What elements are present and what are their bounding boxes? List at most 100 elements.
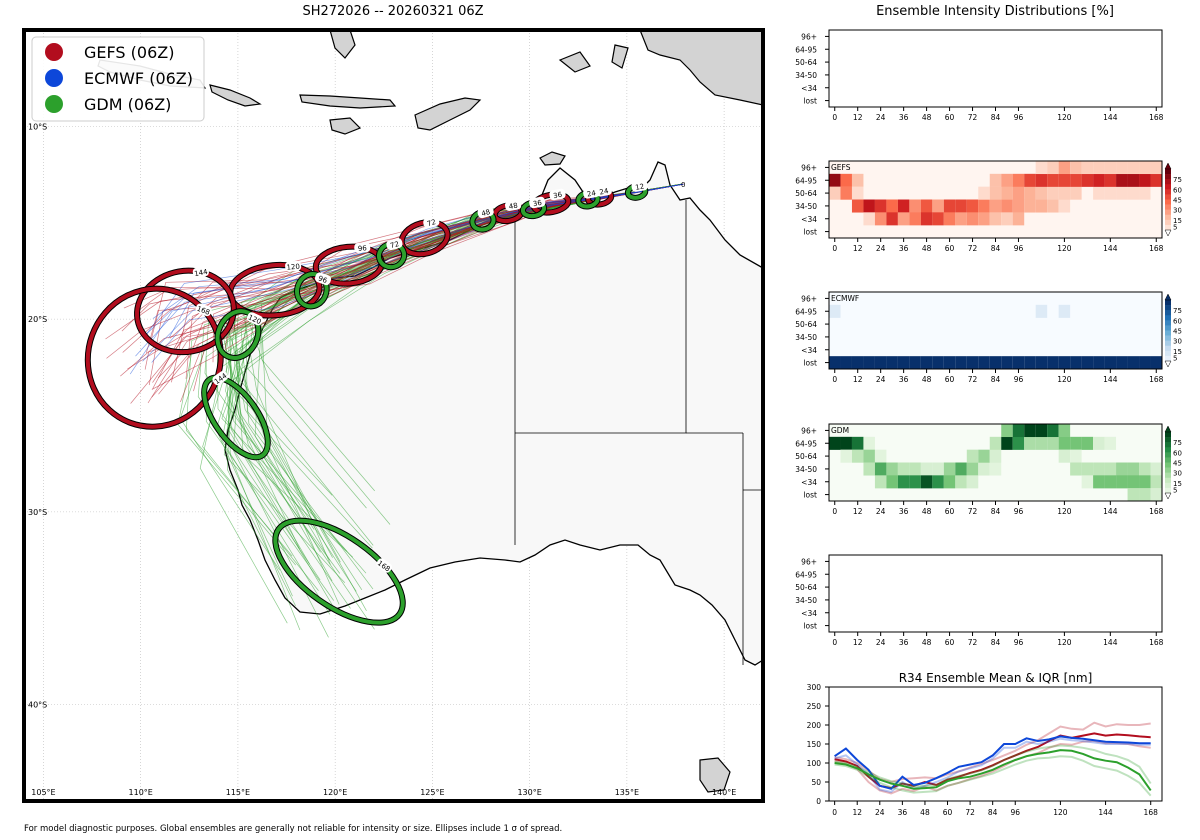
row-label: 34-50 [795,596,817,605]
colorbar-label: 5 [1173,224,1177,232]
heatmap-cell [1001,186,1013,200]
gdm-ellipse-label: 96 [314,272,332,286]
x-tick-label: 60 [945,375,955,384]
r34-series-line [834,755,1152,797]
x-tick-label: 96 [1014,638,1024,647]
map-frame [22,28,765,803]
heatmap-cell [1035,436,1048,450]
heatmap-cell [1104,475,1117,489]
x-tick-label: 120 [1053,808,1068,817]
lat-tick-label: 30°S [28,508,47,517]
heatmap-cell [955,212,967,226]
x-tick-label: 60 [945,507,955,516]
heatmap-cell [1127,462,1140,476]
r34-series-line [834,739,1151,795]
heatmap-cell [1024,356,1036,370]
colorbar-step [1165,335,1171,341]
heatmap-cell [1116,475,1128,489]
heatmap-cell [1093,173,1105,187]
heatmap-cell [909,212,921,226]
row-label: 34-50 [795,202,817,211]
colorbar-step [1165,315,1171,321]
heatmap-cell [1139,462,1151,476]
lat-tick-label: 10°S [28,122,47,131]
heatmap-cell [1070,356,1082,370]
colorbar-label: 60 [1173,449,1182,457]
heatmap-cell [909,475,921,489]
heatmap-cell [1104,356,1117,370]
track-map: 2436487296120144168122436487296120144168… [24,30,763,801]
heatmap-model-label: ECMWF [831,294,859,303]
heatmap-cell [1104,436,1117,450]
flores-landmass [299,94,397,109]
heatmap-cell [1127,488,1140,502]
heatmap-cell [1024,199,1036,213]
heatmap-cell [943,475,956,489]
heatmap-cell [1116,462,1128,476]
x-tick-label: 12 [853,113,863,122]
gefs-ellipse-label: 24 [595,185,612,197]
x-tick-label: 96 [1014,113,1024,122]
row-label: 64-95 [795,307,817,316]
x-tick-label: 168 [1149,375,1164,384]
heatmap-cell [829,186,841,200]
label-background [583,187,600,199]
x-tick-label: 0 [832,375,837,384]
x-tick-label: 84 [991,113,1001,122]
x-tick-label: 120 [1057,638,1072,647]
x-tick-label: 0 [832,507,837,516]
heatmap-cell [874,199,887,213]
heatmap-cell [989,212,1002,226]
row-label: 64-95 [795,570,817,579]
heatmap-cell [1093,186,1105,200]
heatmap-cell [1139,488,1151,502]
tanimbar-landmass [558,44,629,73]
gefs-ellipse-label: 144 [192,266,209,278]
label-background [376,558,393,573]
forecast-hour-label: 12 [635,182,645,191]
heatmap-cell [1093,475,1105,489]
row-label: 64-95 [795,439,817,448]
x-tick-label: 48 [922,638,932,647]
x-tick-label: 96 [1014,244,1024,253]
colorbar-step [1165,305,1171,311]
label-background [314,272,332,286]
heatmap-cell [851,199,864,213]
x-tick-label: 36 [899,375,909,384]
row-label: 50-64 [795,189,817,198]
ecmwf-member-track [152,183,684,319]
gdm-legend-label: GDM (06Z) [84,95,171,114]
heatmap-cell [1081,356,1094,370]
heatmap-cell [1012,436,1025,450]
row-label: lost [803,228,817,237]
islands-landmass [209,84,262,107]
heatmap-cell [886,475,898,489]
heatmap-cell [966,356,979,370]
heatmap-cell [1012,173,1025,187]
heatmap-cell [829,436,841,450]
heatmap-cell [1001,199,1013,213]
gefs-ellipse-label: 48 [505,199,522,211]
heatmap-cell [1001,173,1013,187]
heatmap-cell [943,212,956,226]
x-tick-label: 144 [1103,244,1118,253]
colorbar-step [1165,224,1171,231]
colorbar-label: 5 [1173,487,1177,495]
heatmap-gefs: 96+ 64-95 50-64 34-50 <34 lost 0 12 24 36 48 60 72 84… [795,160,1182,253]
label-background [192,266,209,278]
heatmap-cell [966,212,979,226]
heatmap-cell [1024,173,1036,187]
melville-landmass [539,151,566,166]
colorbar-label: 30 [1173,338,1182,346]
heatmap-cell [863,356,875,370]
colorbar-step [1165,219,1171,226]
row-label: <34 [801,609,817,618]
gefs-ellipse-144 [134,267,237,356]
colorbar-bottom-arrow [1164,492,1172,500]
heatmap-cell [1127,161,1140,175]
heatmap-cell [886,356,898,370]
heatmap-cell [920,212,933,226]
x-tick-label: 0 [832,808,837,817]
x-tick-label: 84 [991,507,1001,516]
heatmap-cell [1001,212,1013,226]
